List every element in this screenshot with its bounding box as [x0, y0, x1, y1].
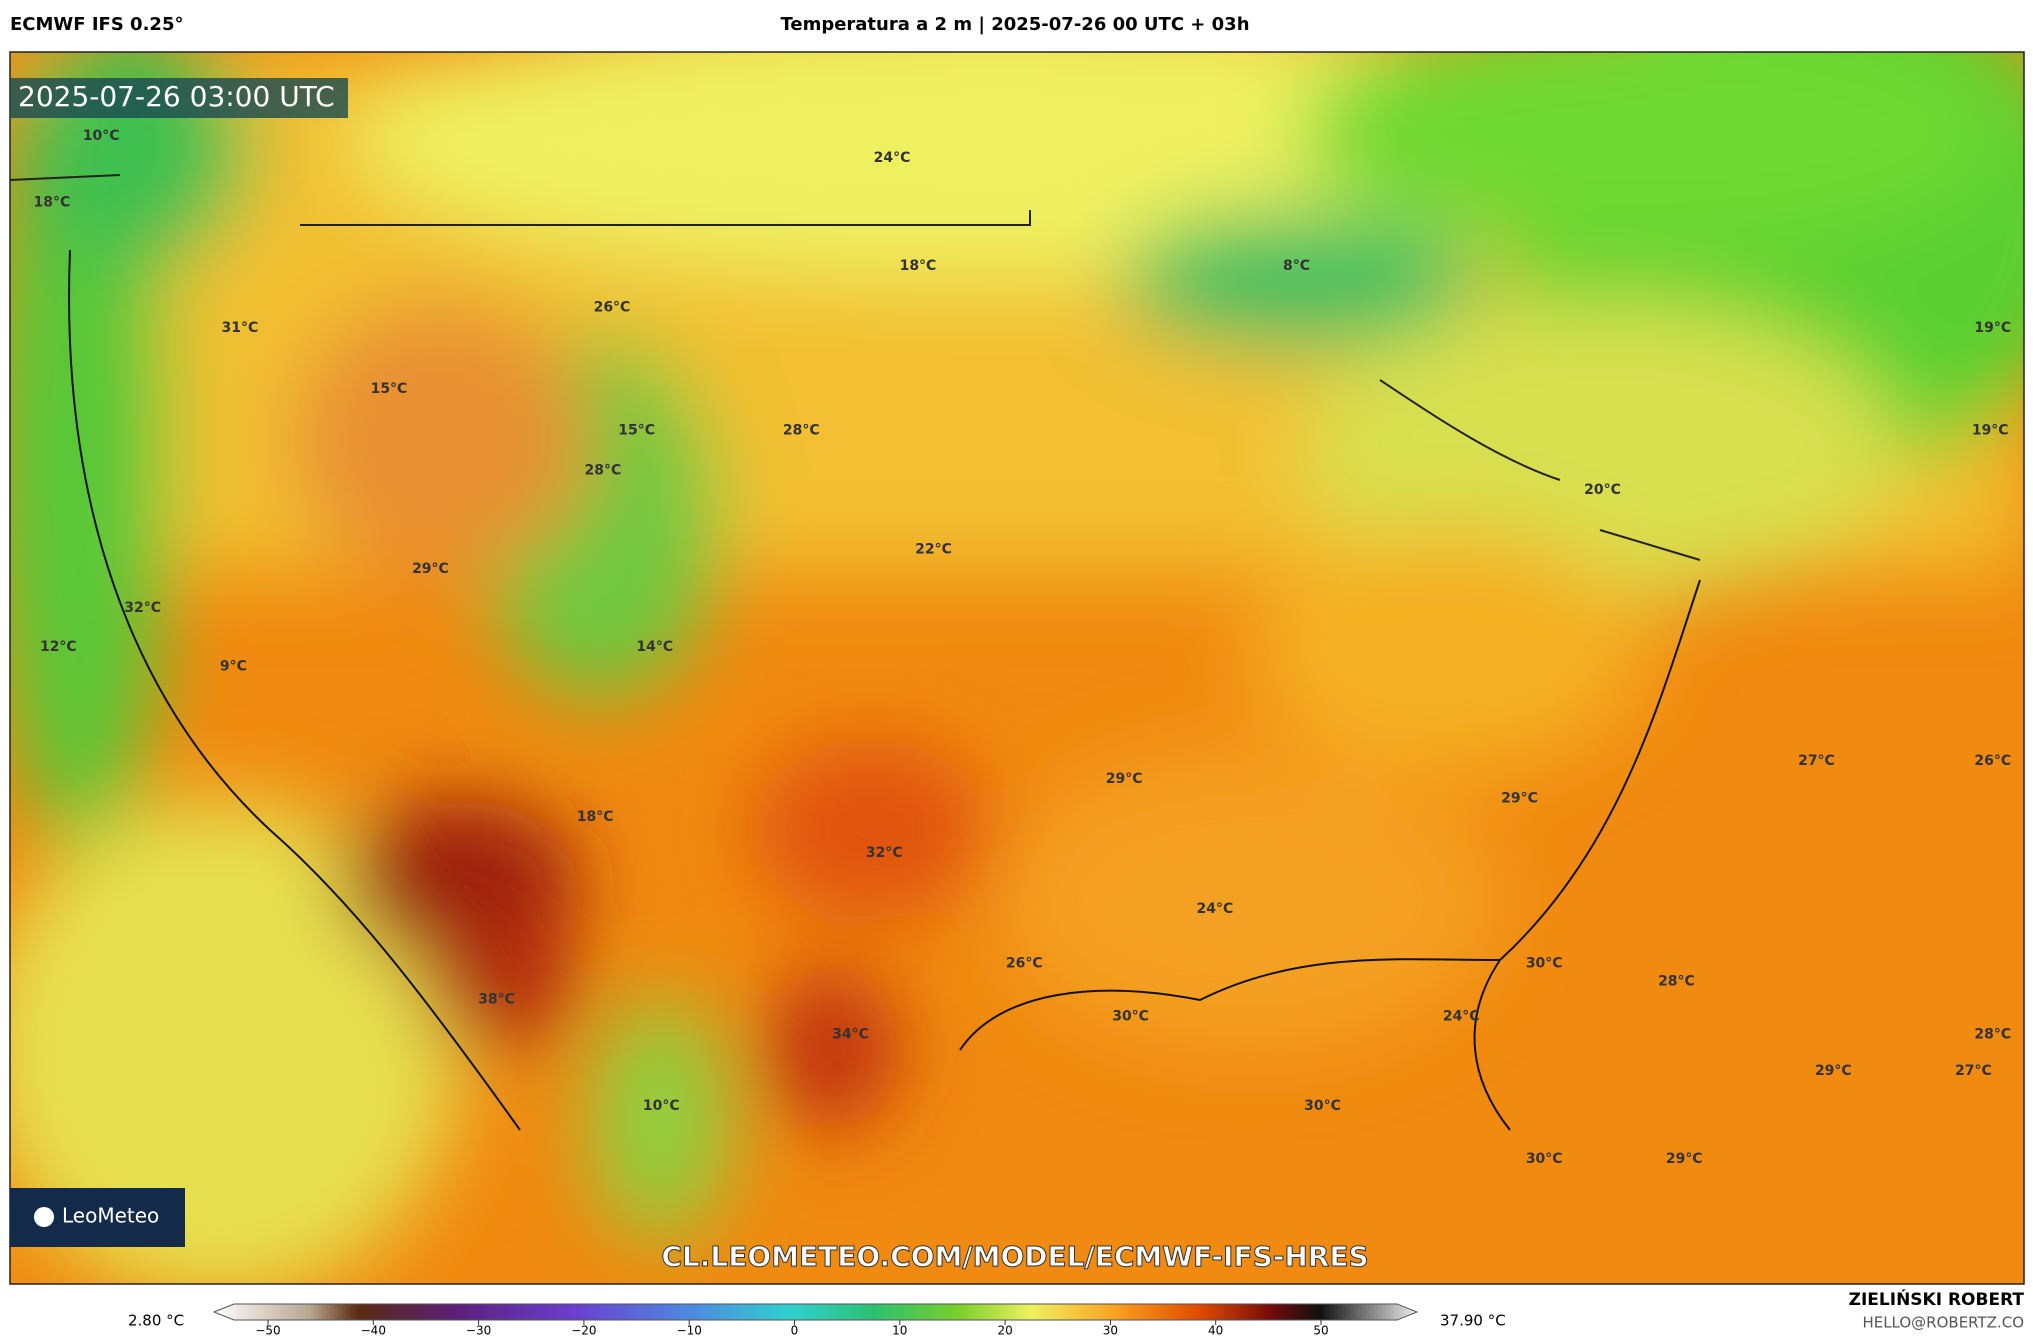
temperature-label: 30°C [1112, 1009, 1149, 1025]
temperature-label: 31°C [221, 320, 258, 336]
temperature-label: 29°C [412, 561, 449, 577]
temperature-label: 30°C [1526, 955, 1563, 971]
temperature-label: 24°C [1196, 901, 1233, 917]
colorbar-tick-label: −10 [677, 1324, 702, 1338]
temperature-label: 10°C [643, 1098, 680, 1114]
temperature-label: 20°C [1584, 482, 1621, 498]
temperature-label: 28°C [1658, 973, 1695, 989]
colorbar-tick-label: 20 [997, 1324, 1012, 1338]
colorbar-tick-label: 30 [1103, 1324, 1118, 1338]
temperature-label: 15°C [618, 422, 655, 438]
colorbar-min: 2.80 °C [128, 1312, 184, 1330]
temperature-label: 29°C [1501, 791, 1538, 807]
temperature-label: 26°C [594, 299, 631, 315]
colorbar-max: 37.90 °C [1440, 1312, 1506, 1330]
colorbar-tick-label: −30 [466, 1324, 491, 1338]
model-name: ECMWF IFS 0.25° [10, 14, 183, 35]
temperature-label: 32°C [866, 845, 903, 861]
temperature-label: 9°C [220, 658, 247, 674]
temperature-label: 22°C [915, 542, 952, 558]
temperature-label: 34°C [832, 1027, 869, 1043]
temperature-label: 28°C [783, 422, 820, 438]
temperature-label: 27°C [1798, 753, 1835, 769]
temperature-label: 18°C [33, 194, 70, 210]
logo-text: LeoMeteo [62, 1204, 159, 1228]
temperature-label: 29°C [1815, 1063, 1852, 1079]
temperature-label: 38°C [478, 992, 515, 1008]
temperature-label: 26°C [1006, 955, 1043, 971]
temperature-label: 29°C [1106, 771, 1143, 787]
temperature-label: 19°C [1974, 320, 2011, 336]
temperature-label: 10°C [83, 128, 120, 144]
temperature-label: 24°C [1443, 1009, 1480, 1025]
temperature-field [10, 52, 2024, 1284]
colorbar-tick-label: 10 [892, 1324, 907, 1338]
timestamp-box [10, 78, 348, 118]
map-title: Temperatura a 2 m | 2025-07-26 00 UTC + … [780, 14, 1249, 35]
colorbar [212, 1303, 1419, 1321]
colorbar-tick-label: 50 [1313, 1324, 1328, 1338]
temperature-label: 18°C [900, 258, 937, 274]
temperature-label: 30°C [1526, 1151, 1563, 1167]
colorbar-tick-label: −40 [361, 1324, 386, 1338]
author: ZIELIŃSKI ROBERT [1849, 1288, 2025, 1310]
temperature-label: 24°C [874, 150, 911, 166]
temperature-label: 12°C [40, 639, 77, 655]
temperature-label: 28°C [585, 463, 622, 479]
temperature-label: 18°C [577, 809, 614, 825]
temperature-label: 30°C [1304, 1098, 1341, 1114]
temperature-label: 19°C [1972, 422, 2009, 438]
map-frame [9, 51, 2025, 1285]
colorbar-tick-label: 0 [791, 1324, 799, 1338]
colorbar-tick-label: −50 [255, 1324, 280, 1338]
logo-sun [34, 1207, 54, 1227]
temperature-label: 29°C [1666, 1151, 1703, 1167]
timestamp: 2025-07-26 03:00 UTC [18, 80, 335, 113]
temperature-label: 8°C [1283, 258, 1310, 274]
colorbar-tick-label: −20 [571, 1324, 596, 1338]
temperature-label: 32°C [124, 600, 161, 616]
temperature-label: 15°C [371, 381, 408, 397]
email: HELLO@ROBERTZ.CO [1862, 1314, 2024, 1332]
colorbar-tick-label: 40 [1208, 1324, 1223, 1338]
temperature-label: 14°C [636, 639, 673, 655]
source-url: CL.LEOMETEO.COM/MODEL/ECMWF-IFS-HRES [661, 1240, 1368, 1273]
temperature-label: 28°C [1974, 1027, 2011, 1043]
temperature-label: 27°C [1955, 1063, 1992, 1079]
temperature-label: 26°C [1974, 753, 2011, 769]
